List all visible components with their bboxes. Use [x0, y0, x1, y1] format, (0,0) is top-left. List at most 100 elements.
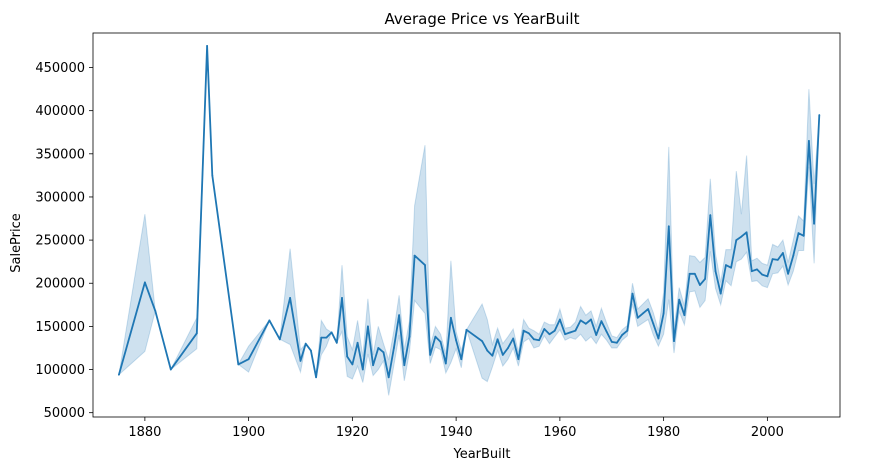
data-point [367, 325, 369, 328]
data-point [797, 232, 800, 235]
data-point [299, 360, 302, 362]
data-point [662, 312, 665, 315]
data-point [377, 347, 380, 349]
data-point [657, 337, 660, 340]
y-axis-title: SalePrice [9, 213, 24, 273]
data-point [393, 347, 395, 349]
data-point [818, 114, 821, 116]
x-tick-label: 2000 [751, 425, 784, 440]
data-point [569, 331, 572, 334]
data-point [600, 320, 603, 323]
data-point [595, 334, 598, 336]
data-point [325, 336, 328, 339]
data-point [310, 349, 312, 352]
data-point [802, 234, 805, 237]
plot-area [118, 45, 821, 396]
data-point [740, 235, 743, 238]
data-point [605, 330, 608, 333]
data-point [673, 340, 675, 342]
data-point [559, 318, 561, 321]
data-point [730, 266, 732, 269]
data-point [766, 275, 769, 278]
data-point [144, 281, 146, 284]
y-tick-label: 300000 [35, 190, 85, 205]
data-point [548, 333, 551, 336]
data-point [278, 338, 281, 341]
data-point [429, 354, 432, 356]
data-point [118, 373, 120, 376]
data-point [750, 270, 753, 273]
x-tick-label: 1940 [440, 425, 473, 440]
data-point [709, 214, 712, 217]
data-point [268, 319, 271, 322]
data-point [538, 339, 540, 342]
data-point [486, 349, 489, 352]
data-point [387, 376, 390, 379]
x-tick-label: 1960 [543, 425, 576, 440]
data-point [517, 358, 520, 361]
data-point [543, 328, 546, 330]
data-point [527, 332, 530, 335]
y-tick-label: 150000 [35, 320, 85, 335]
data-point [315, 376, 317, 379]
data-point [616, 341, 618, 344]
data-point [460, 358, 463, 361]
data-point [403, 364, 406, 367]
data-point [683, 314, 686, 317]
y-tick-label: 450000 [35, 61, 85, 76]
data-point [496, 338, 499, 341]
data-point [491, 354, 494, 357]
data-point [439, 341, 442, 343]
data-point [725, 264, 727, 266]
data-point [626, 329, 629, 332]
data-point [621, 334, 623, 336]
y-tick-label: 100000 [35, 363, 85, 378]
data-point [408, 335, 411, 338]
data-point [808, 140, 810, 142]
data-point [647, 308, 649, 310]
data-point [465, 328, 468, 331]
data-point [782, 252, 784, 254]
y-tick-label: 250000 [35, 234, 85, 249]
data-point [341, 297, 343, 299]
data-point [434, 335, 437, 338]
data-point [398, 314, 400, 317]
data-point [652, 322, 655, 325]
data-point [289, 297, 291, 299]
x-axis-title: YearBuilt [452, 447, 510, 462]
plot-frame [92, 32, 841, 418]
data-point [533, 338, 535, 341]
data-point [735, 239, 738, 242]
data-point [642, 312, 644, 315]
x-tick-label: 1980 [647, 425, 680, 440]
data-point [636, 316, 639, 319]
x-axis: 1880 1900 1920 1940 1960 1980 2000 [128, 417, 784, 440]
y-tick-label: 350000 [35, 147, 85, 162]
data-point [792, 254, 795, 257]
data-point [320, 336, 323, 339]
data-point [450, 316, 452, 319]
data-point [761, 273, 764, 276]
data-point [211, 174, 214, 177]
x-tick-label: 1920 [336, 425, 369, 440]
data-point [688, 272, 691, 275]
data-point [719, 292, 722, 295]
data-point [678, 298, 681, 301]
data-point [424, 264, 426, 266]
chart-title: Average Price vs YearBuilt [385, 10, 580, 28]
data-point [699, 284, 701, 286]
data-point [195, 332, 198, 335]
data-point [574, 329, 577, 332]
data-point [382, 351, 385, 354]
data-point [564, 333, 566, 336]
data-point [455, 339, 457, 342]
y-tick-label: 400000 [35, 104, 85, 119]
data-point [610, 341, 613, 343]
data-point [631, 292, 634, 295]
data-point [330, 331, 333, 334]
data-point [693, 272, 696, 275]
confidence-band [118, 45, 820, 396]
data-point [154, 310, 157, 312]
data-point [704, 278, 706, 280]
